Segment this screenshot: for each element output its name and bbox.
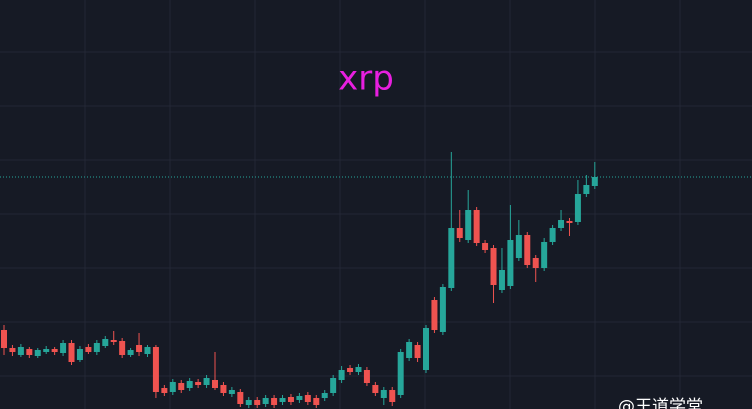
candle-body (186, 381, 193, 388)
candle-body (9, 348, 16, 352)
candle-body (110, 340, 117, 342)
candle-body (549, 228, 556, 242)
candle-body (43, 349, 50, 352)
candle-body (448, 228, 455, 288)
candle-body (254, 400, 261, 405)
candle-body (524, 235, 531, 265)
candle-body (406, 342, 413, 358)
candle-body (330, 378, 337, 393)
candle-body (566, 221, 573, 223)
candle-body (287, 397, 294, 402)
candle-body (574, 194, 581, 222)
candle-body (363, 370, 370, 383)
candle-body (51, 349, 58, 352)
candle-body (439, 287, 446, 332)
candle-body (414, 345, 421, 358)
candle-body (498, 270, 505, 290)
candle-body (397, 352, 404, 395)
candle-body (456, 228, 463, 238)
candle-body (338, 370, 345, 380)
candle-body (34, 350, 41, 356)
candle-body (473, 210, 480, 243)
candle-body (245, 400, 252, 405)
candle-body (380, 390, 387, 398)
candle-body (93, 343, 100, 352)
candle-body (195, 382, 202, 385)
candle-body (507, 240, 514, 286)
chart-title: xrp (338, 59, 394, 99)
candle-body (119, 341, 126, 355)
candle-body (136, 345, 143, 352)
candle-body (558, 220, 565, 228)
candle-body (583, 185, 590, 194)
candle-body (144, 347, 151, 354)
candle-body (591, 177, 598, 186)
candle-body (321, 393, 328, 398)
candle-body (355, 367, 362, 372)
candle-body (482, 243, 489, 250)
candle-body (76, 349, 83, 360)
candle-body (220, 385, 227, 393)
candle-body (203, 378, 210, 385)
candle-body (212, 380, 218, 388)
candle-body (296, 396, 303, 400)
candle-body (515, 235, 522, 258)
candle-body (169, 382, 176, 392)
candle-body (178, 383, 185, 390)
candle-body (423, 328, 429, 370)
watermark: @王道学堂 (618, 397, 703, 409)
candle-body (262, 398, 269, 404)
candle-body (313, 398, 320, 405)
candle-body (102, 339, 109, 346)
candle-body (85, 347, 92, 352)
candle-body (541, 242, 548, 268)
candle-body (17, 347, 24, 355)
candle-body (304, 395, 311, 402)
candle-body (271, 398, 278, 405)
candle-body (389, 390, 396, 402)
candle-body (1, 330, 7, 348)
candle-body (161, 388, 168, 393)
candle-body (490, 248, 497, 285)
candle-body (279, 398, 286, 402)
candle-body (60, 343, 67, 353)
candle-body (532, 258, 539, 268)
candle-body (26, 349, 33, 355)
candle-body (228, 390, 235, 394)
candle-body (372, 385, 379, 393)
candle-body (68, 343, 75, 362)
candle-body (347, 368, 354, 372)
candle-body (152, 347, 159, 392)
candle-body (237, 392, 244, 404)
candle-body (431, 300, 438, 330)
candle-body (465, 210, 472, 240)
candle-body (127, 350, 134, 355)
